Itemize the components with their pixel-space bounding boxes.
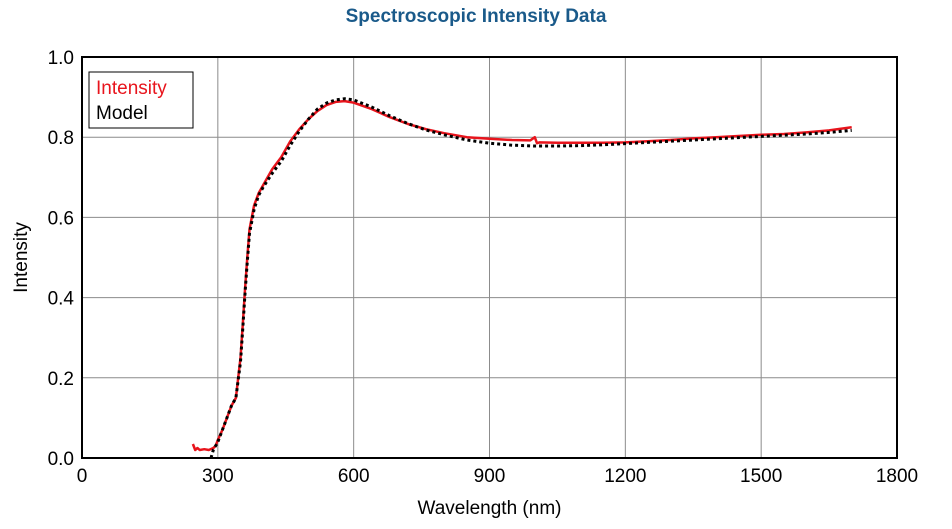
y-tick-label: 0.2 [48,369,74,390]
x-tick-label: 0 [77,466,88,487]
y-axis-label: Intensity [11,222,32,293]
tick-labels: 0 300 600 900 1200 1500 1800 0.0 0.2 0.4 0.6 0.8 1.0 [48,48,919,487]
y-tick-label: 0.8 [48,128,74,149]
x-tick-label: 1800 [876,466,918,487]
chart-title: Spectroscopic Intensity Data [345,6,607,27]
legend: Intensity Model [88,71,194,129]
legend-entry-model: Model [96,103,148,124]
y-tick-label: 1.0 [48,48,74,69]
y-tick-label: 0.6 [48,208,74,229]
x-tick-label: 900 [474,466,506,487]
series-line-intensity [191,99,852,452]
legend-entry-intensity: Intensity [96,78,167,99]
y-tick-label: 0.0 [48,449,74,470]
y-tick-label: 0.4 [48,289,75,310]
x-axis-label: Wavelength (nm) [418,498,562,519]
x-tick-label: 1200 [604,466,646,487]
x-tick-label: 1500 [740,466,782,487]
x-tick-label: 600 [338,466,370,487]
series-line-model [209,97,852,459]
plot-frame [81,56,898,459]
x-tick-label: 300 [202,466,234,487]
legend-box [88,71,194,129]
grid-lines [81,56,898,459]
series-lines [191,97,852,459]
